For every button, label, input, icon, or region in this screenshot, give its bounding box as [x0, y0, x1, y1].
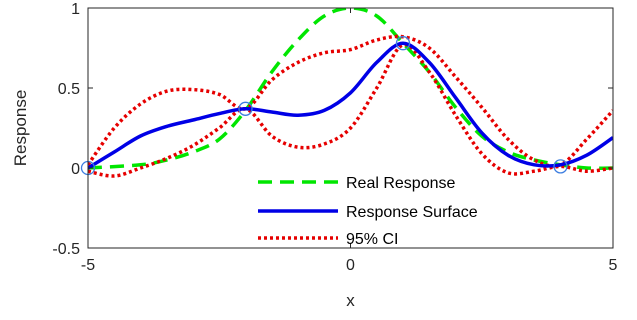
y-tick-label: 0	[71, 161, 80, 178]
markers-layer	[80, 36, 568, 176]
series-95-ci	[88, 34, 613, 168]
series-real-response	[88, 8, 613, 170]
legend-label-real-response: Real Response	[346, 175, 456, 192]
x-axis-label: x	[346, 291, 355, 310]
sample-point-marker	[238, 101, 253, 116]
x-tick-label: 5	[609, 257, 618, 274]
series-layer	[88, 8, 613, 178]
legend-label-response-surface: Response Surface	[346, 204, 478, 221]
x-tick-label: 0	[346, 257, 355, 274]
y-axis-label: Response	[11, 90, 30, 167]
x-tick-label: -5	[81, 257, 95, 274]
ticks-layer: -5 0 5 -0.5 0 0.5 1	[52, 1, 617, 274]
series-response-surface	[88, 41, 613, 170]
y-tick-label: 0.5	[58, 81, 80, 98]
legend: Real Response Response Surface 95% CI	[258, 175, 478, 248]
y-tick-label: 1	[71, 1, 80, 18]
sample-point-marker	[553, 159, 568, 174]
legend-label-95-ci: 95% CI	[346, 231, 398, 248]
sample-point-marker	[395, 36, 411, 51]
series-ci-lower	[88, 42, 613, 178]
y-tick-label: -0.5	[52, 241, 80, 258]
